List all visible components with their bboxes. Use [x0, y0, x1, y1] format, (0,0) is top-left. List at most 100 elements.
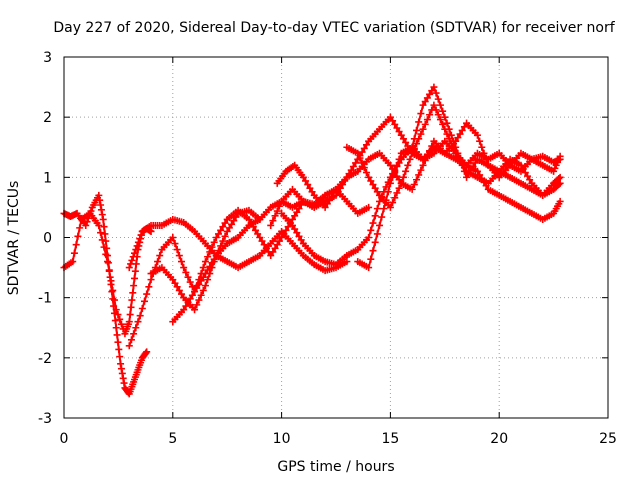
data-point	[173, 283, 181, 291]
data-point	[70, 249, 78, 257]
data-point	[373, 230, 381, 238]
data-point	[208, 243, 216, 251]
data-point	[321, 203, 329, 211]
data-point	[273, 207, 281, 215]
data-point	[210, 258, 218, 266]
data-point	[415, 135, 423, 143]
data-point	[195, 296, 203, 304]
data-point	[131, 267, 139, 275]
data-point	[206, 248, 214, 256]
data-point	[365, 264, 373, 272]
data-point	[419, 161, 427, 169]
data-point	[197, 270, 205, 278]
data-point	[101, 230, 109, 238]
data-point	[142, 349, 150, 357]
data-point	[434, 111, 442, 119]
data-point	[393, 124, 401, 132]
data-point	[217, 226, 225, 234]
data-point	[260, 241, 268, 249]
data-point	[365, 234, 373, 241]
data-point	[133, 242, 141, 250]
data-point	[143, 348, 151, 356]
data-point	[556, 173, 564, 181]
data-point	[147, 276, 155, 284]
data-point	[221, 232, 229, 240]
data-point	[410, 181, 418, 189]
data-point	[95, 221, 103, 229]
data-point	[195, 276, 203, 284]
data-point	[130, 282, 138, 290]
data-point	[360, 144, 368, 152]
data-point	[98, 211, 106, 219]
data-point	[186, 278, 194, 286]
y-tick-label: -2	[38, 351, 52, 367]
data-point	[365, 173, 373, 181]
data-point	[210, 238, 218, 246]
data-point	[362, 169, 370, 177]
data-point	[386, 113, 394, 121]
data-point	[204, 276, 212, 284]
data-point	[555, 181, 563, 189]
data-point	[330, 189, 338, 197]
y-tick-label: 2	[43, 110, 52, 126]
data-point	[299, 173, 307, 181]
data-point	[72, 241, 80, 249]
data-point	[371, 238, 379, 246]
data-point	[97, 201, 105, 209]
x-axis-label: GPS time / hours	[277, 459, 394, 475]
data-point	[395, 176, 403, 184]
data-point	[358, 159, 366, 167]
data-point	[154, 258, 162, 266]
data-point	[120, 379, 128, 387]
data-point	[182, 268, 190, 276]
data-point	[362, 141, 370, 149]
data-point	[114, 338, 122, 346]
data-point	[439, 120, 447, 128]
data-point	[434, 95, 442, 103]
data-point	[415, 118, 423, 126]
data-point	[380, 205, 388, 213]
data-point	[478, 143, 486, 151]
x-tick-label: 0	[60, 431, 69, 447]
data-point	[97, 206, 105, 214]
data-point	[417, 130, 425, 138]
data-point	[417, 110, 425, 118]
data-point	[454, 134, 462, 142]
data-point	[131, 249, 139, 257]
data-point	[373, 188, 381, 196]
data-point	[96, 196, 104, 204]
data-point	[397, 131, 405, 139]
data-point	[556, 179, 564, 187]
data-point	[100, 223, 108, 231]
data-point	[369, 247, 377, 255]
data-point	[306, 184, 314, 192]
data-point	[199, 264, 207, 272]
data-point	[404, 161, 412, 169]
data-point	[171, 240, 179, 248]
data-point	[288, 221, 296, 229]
data-point	[430, 83, 438, 91]
data-point	[378, 213, 386, 221]
data-point	[426, 111, 434, 119]
data-point	[371, 184, 379, 192]
data-point	[117, 320, 125, 328]
data-point	[271, 244, 279, 252]
data-point	[308, 188, 316, 196]
data-point	[382, 196, 390, 204]
data-point	[432, 89, 440, 97]
data-point	[445, 135, 453, 143]
data-point	[169, 234, 177, 241]
series-trace-9	[278, 83, 564, 269]
series-trace-1	[60, 191, 151, 398]
data-point	[408, 185, 416, 193]
data-point	[249, 223, 257, 231]
data-point	[267, 252, 275, 260]
data-point	[460, 123, 468, 131]
data-point	[125, 264, 133, 272]
chart-title: Day 227 of 2020, Sidereal Day-to-day VTE…	[53, 20, 615, 36]
data-point	[223, 227, 231, 235]
data-point	[323, 200, 331, 208]
data-point	[473, 131, 481, 139]
data-point	[254, 230, 262, 238]
data-point	[69, 258, 77, 266]
